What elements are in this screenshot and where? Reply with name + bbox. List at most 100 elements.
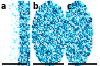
Bar <box>82 17 83 18</box>
Bar <box>89 29 90 30</box>
Bar <box>89 35 90 36</box>
Bar <box>85 33 86 34</box>
Bar <box>79 57 80 58</box>
Bar <box>73 47 74 48</box>
Bar <box>38 30 39 32</box>
Bar <box>16 28 17 29</box>
Bar <box>82 11 83 12</box>
Bar <box>61 42 62 43</box>
Bar <box>42 54 43 55</box>
Bar <box>28 63 29 64</box>
Bar <box>74 24 75 25</box>
Bar <box>40 40 41 41</box>
Bar <box>80 60 81 61</box>
Bar <box>28 42 29 43</box>
Bar <box>26 20 27 21</box>
Bar <box>51 24 52 25</box>
Bar <box>87 33 88 34</box>
Bar <box>20 30 21 32</box>
Bar <box>26 19 27 20</box>
Bar <box>38 8 39 9</box>
Bar <box>77 49 78 50</box>
Bar <box>59 47 60 48</box>
Bar <box>10 48 11 49</box>
Bar <box>83 24 84 25</box>
Bar <box>18 28 19 29</box>
Bar <box>20 5 21 6</box>
Bar <box>63 22 64 23</box>
Bar <box>17 11 18 12</box>
Bar <box>77 5 78 6</box>
Bar <box>21 24 22 25</box>
Bar <box>64 28 65 29</box>
Bar <box>36 14 37 15</box>
Bar <box>10 37 11 39</box>
Bar <box>66 36 67 37</box>
Bar <box>10 49 11 50</box>
Bar <box>60 25 61 26</box>
Bar <box>62 49 63 50</box>
Bar <box>72 58 73 60</box>
Bar <box>56 61 57 62</box>
Bar <box>28 21 29 22</box>
Bar <box>11 42 12 43</box>
Bar <box>74 32 75 33</box>
Bar <box>24 25 25 26</box>
Bar <box>77 17 78 18</box>
Bar <box>89 15 90 16</box>
Bar <box>47 42 48 43</box>
Bar <box>84 5 85 6</box>
Bar <box>24 20 25 21</box>
Bar <box>46 4 47 5</box>
Bar <box>28 17 29 18</box>
Bar <box>80 41 81 42</box>
Bar <box>86 42 87 43</box>
Bar <box>51 48 52 49</box>
Bar <box>18 26 19 27</box>
Bar <box>39 17 40 18</box>
Bar <box>44 60 45 61</box>
Bar <box>46 7 47 8</box>
Bar <box>61 41 62 42</box>
Bar <box>23 44 24 46</box>
Bar <box>61 35 62 36</box>
Bar <box>36 37 37 39</box>
Bar <box>48 55 49 56</box>
Bar <box>57 30 58 32</box>
Bar <box>71 37 72 39</box>
Bar <box>81 27 82 28</box>
Bar <box>75 46 76 47</box>
Bar <box>90 43 91 44</box>
Bar <box>70 11 71 12</box>
Bar <box>77 21 78 22</box>
Bar <box>49 41 50 42</box>
Bar <box>15 37 16 39</box>
Bar <box>46 11 47 12</box>
Bar <box>58 29 59 30</box>
Bar <box>48 3 49 4</box>
Bar <box>73 58 74 60</box>
Bar <box>48 32 49 33</box>
Bar <box>41 21 42 22</box>
Bar <box>45 7 46 8</box>
Bar <box>70 44 71 46</box>
Bar <box>82 53 83 54</box>
Bar <box>18 32 19 33</box>
Bar <box>70 37 71 39</box>
Bar <box>62 48 63 49</box>
Bar <box>67 25 68 26</box>
Bar <box>81 29 82 30</box>
Bar <box>22 27 23 28</box>
Bar <box>70 29 71 30</box>
Bar <box>26 34 27 35</box>
Bar <box>21 57 22 58</box>
Bar <box>11 22 12 23</box>
Bar <box>12 20 13 21</box>
Bar <box>74 13 75 14</box>
Bar <box>89 26 90 27</box>
Bar <box>14 11 15 12</box>
Bar <box>67 19 68 20</box>
Bar <box>81 33 82 34</box>
Bar <box>51 8 52 9</box>
Bar <box>10 53 11 54</box>
